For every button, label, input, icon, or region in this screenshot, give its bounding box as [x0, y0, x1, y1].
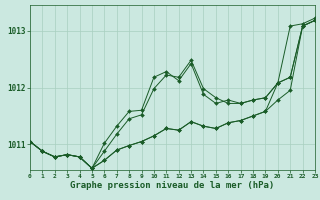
X-axis label: Graphe pression niveau de la mer (hPa): Graphe pression niveau de la mer (hPa): [70, 181, 275, 190]
